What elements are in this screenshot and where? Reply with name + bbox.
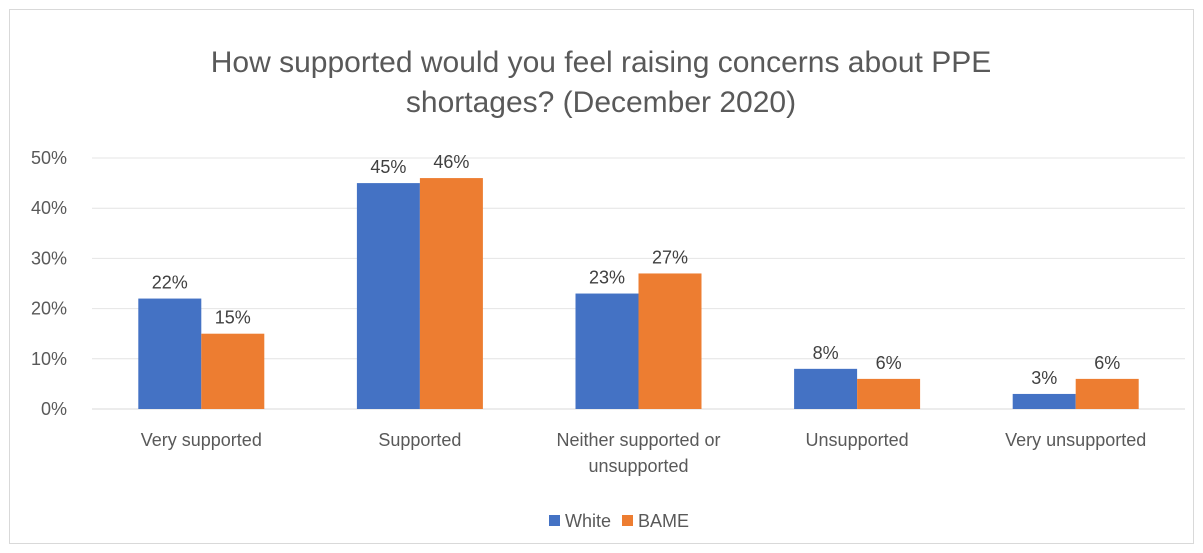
y-axis-ticks: 0% 10% 20% 30% 40% 50% <box>31 148 67 419</box>
bar-white <box>1012 393 1076 409</box>
category-label: unsupported <box>588 456 688 476</box>
category-label: Supported <box>378 430 461 450</box>
bars <box>138 178 1139 409</box>
y-tick-label: 20% <box>31 299 67 319</box>
data-label: 22% <box>152 273 188 293</box>
category-label: Neither supported or <box>556 430 720 450</box>
data-labels: 22% 15% 45% 46% 23% 27% 8% 6% 3% 6% <box>152 152 1120 388</box>
bar-bame <box>1075 378 1139 409</box>
y-tick-label: 30% <box>31 248 67 268</box>
chart-title-line: shortages? (December 2020) <box>406 86 796 119</box>
bar-bame <box>201 333 265 409</box>
bar-white <box>794 368 858 409</box>
data-label: 46% <box>433 152 469 172</box>
chart-title: How supported would you feel raising con… <box>211 46 991 119</box>
data-label: 6% <box>876 353 902 373</box>
legend-label-bame: BAME <box>638 511 689 531</box>
category-label: Very supported <box>141 430 262 450</box>
data-label: 45% <box>370 157 406 177</box>
bar-bame <box>857 378 921 409</box>
legend-swatch-bame <box>622 515 633 526</box>
y-tick-label: 0% <box>41 399 67 419</box>
data-label: 6% <box>1094 353 1120 373</box>
data-label: 27% <box>652 247 688 267</box>
y-tick-label: 10% <box>31 349 67 369</box>
bar-bame <box>638 273 702 409</box>
legend: White BAME <box>549 511 689 531</box>
bar-white <box>138 298 202 409</box>
x-axis-categories: Very supported Supported Neither supported… <box>141 430 1146 476</box>
data-label: 3% <box>1031 368 1057 388</box>
bar-white <box>575 293 639 409</box>
data-label: 15% <box>215 308 251 328</box>
legend-label-white: White <box>565 511 611 531</box>
chart-frame <box>9 9 1194 544</box>
y-tick-label: 50% <box>31 148 67 168</box>
data-label: 23% <box>589 268 625 288</box>
data-label: 8% <box>813 343 839 363</box>
y-tick-label: 40% <box>31 198 67 218</box>
gridlines <box>92 157 1185 410</box>
chart-title-line: How supported would you feel raising con… <box>211 46 991 79</box>
legend-swatch-white <box>549 515 560 526</box>
category-label: Unsupported <box>806 430 909 450</box>
bar-bame <box>419 178 483 409</box>
category-label: Very unsupported <box>1005 430 1146 450</box>
bar-white <box>356 183 420 409</box>
